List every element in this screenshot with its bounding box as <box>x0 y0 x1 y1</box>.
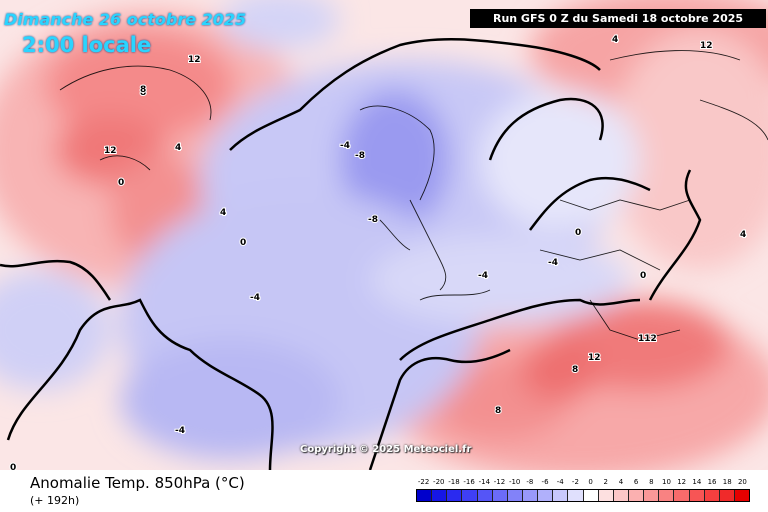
scale-tick-label: 10 <box>662 478 671 486</box>
contour-label: 8 <box>140 88 146 98</box>
contour-label: 0 <box>240 238 246 248</box>
scale-tick-label: -22 <box>417 478 430 486</box>
scale-color-cell <box>507 490 523 501</box>
contour-label: -4 <box>548 258 558 268</box>
contour-label: -4 <box>175 426 185 436</box>
contour-label: 0 <box>118 178 124 188</box>
scale-tick-label: 8 <box>649 478 654 486</box>
temperature-anomaly-map: 12 8 4 0 -4 -8 12 4 0 -4 8 12 -4 -8 4 0 … <box>0 0 768 470</box>
scale-tick-label: -4 <box>556 478 564 486</box>
contour-label: 12 <box>188 55 201 65</box>
contour-label: -4 <box>478 271 488 281</box>
scale-tick-label: -12 <box>493 478 506 486</box>
contour-label: 0 <box>640 271 646 281</box>
contour-label: 0 <box>575 228 581 238</box>
contour-label: -8 <box>368 215 378 225</box>
forecast-time: 2:00 locale <box>22 33 152 57</box>
contour-label: 8 <box>572 365 578 375</box>
coastlines <box>0 37 702 470</box>
scale-color-cell <box>462 490 478 501</box>
lead-time-label: (+ 192h) <box>30 494 80 507</box>
run-info: Run GFS 0 Z du Samedi 18 octobre 2025 <box>470 9 766 28</box>
scale-color-cell <box>417 490 433 501</box>
contour-labels: 12 8 4 0 -4 -8 12 4 0 -4 8 12 -4 -8 4 0 … <box>9 34 747 470</box>
scale-color-cell <box>719 490 735 501</box>
scale-tick-label: -10 <box>508 478 521 486</box>
scale-tick-label: 20 <box>737 478 747 486</box>
scale-color-cell <box>674 490 690 501</box>
contour-label: 8 <box>495 406 501 416</box>
scale-tick-label: -18 <box>448 478 460 486</box>
scale-tick-label: 12 <box>677 478 687 486</box>
contour-label: 8 <box>140 85 146 95</box>
contour-label: -4 <box>250 293 260 303</box>
scale-tick-label: 6 <box>633 478 639 486</box>
scale-color-cell <box>734 490 750 501</box>
contour-label: 0 <box>10 463 16 470</box>
color-scale-legend: -22 -20 -18 -16 -14 -12 -10 -8 -6 -4 -2 0 2 4 6 8 10 12 14… <box>416 478 750 506</box>
scale-color-cell <box>598 490 614 501</box>
scale-tick-label: -14 <box>478 478 491 486</box>
scale-color-cell <box>432 490 448 501</box>
scale-tick-label: -16 <box>463 478 475 486</box>
scale-color-cell <box>613 490 629 501</box>
variable-label: Anomalie Temp. 850hPa (°C) <box>30 474 245 492</box>
contour-label: 4 <box>175 143 181 153</box>
scale-tick-label: 16 <box>707 478 717 486</box>
contour-label: 12 <box>700 41 713 51</box>
contour-label: -8 <box>355 151 365 161</box>
scale-tick-label: -6 <box>541 478 549 486</box>
scale-color-cell <box>583 490 599 501</box>
scale-tick-label: 0 <box>588 478 593 486</box>
scale-tick-label: 4 <box>618 478 624 486</box>
scale-color-cell <box>538 490 554 501</box>
scale-color-cell <box>492 490 508 501</box>
scale-color-cell <box>644 490 660 501</box>
scale-color-cell <box>628 490 645 501</box>
contour-label: 4 <box>612 35 618 45</box>
contour-label: 4 <box>740 230 746 240</box>
copyright-text: Copyright © 2025 Meteociel.fr <box>300 444 472 455</box>
contour-label: 12 <box>588 353 601 363</box>
scale-color-cell <box>568 490 584 501</box>
scale-tick-label: -2 <box>571 478 579 486</box>
scale-tick-labels: -22 -20 -18 -16 -14 -12 -10 -8 -6 -4 -2 0 2 4 6 8 10 12 14… <box>416 478 750 488</box>
contour-label: -4 <box>340 141 350 151</box>
scale-tick-label: 14 <box>692 478 702 486</box>
scale-color-cell <box>689 490 705 501</box>
scale-color-cell <box>447 490 463 501</box>
scale-tick-label: 2 <box>603 478 608 486</box>
scale-color-cell <box>553 490 569 501</box>
contour-label: 112 <box>638 334 657 344</box>
scale-color-cell <box>522 490 539 501</box>
scale-color-cell <box>704 490 720 501</box>
scale-tick-label: -8 <box>526 478 534 486</box>
scale-color-cell <box>659 490 675 501</box>
scale-color-bar <box>416 489 750 502</box>
forecast-date: Dimanche 26 octobre 2025 <box>4 10 247 29</box>
scale-tick-label: -20 <box>433 478 445 486</box>
scale-color-cell <box>477 490 493 501</box>
scale-tick-label: 18 <box>722 478 732 486</box>
contour-label: 12 <box>104 146 117 156</box>
borders-and-contours <box>59 50 768 341</box>
contour-label: 4 <box>220 208 226 218</box>
